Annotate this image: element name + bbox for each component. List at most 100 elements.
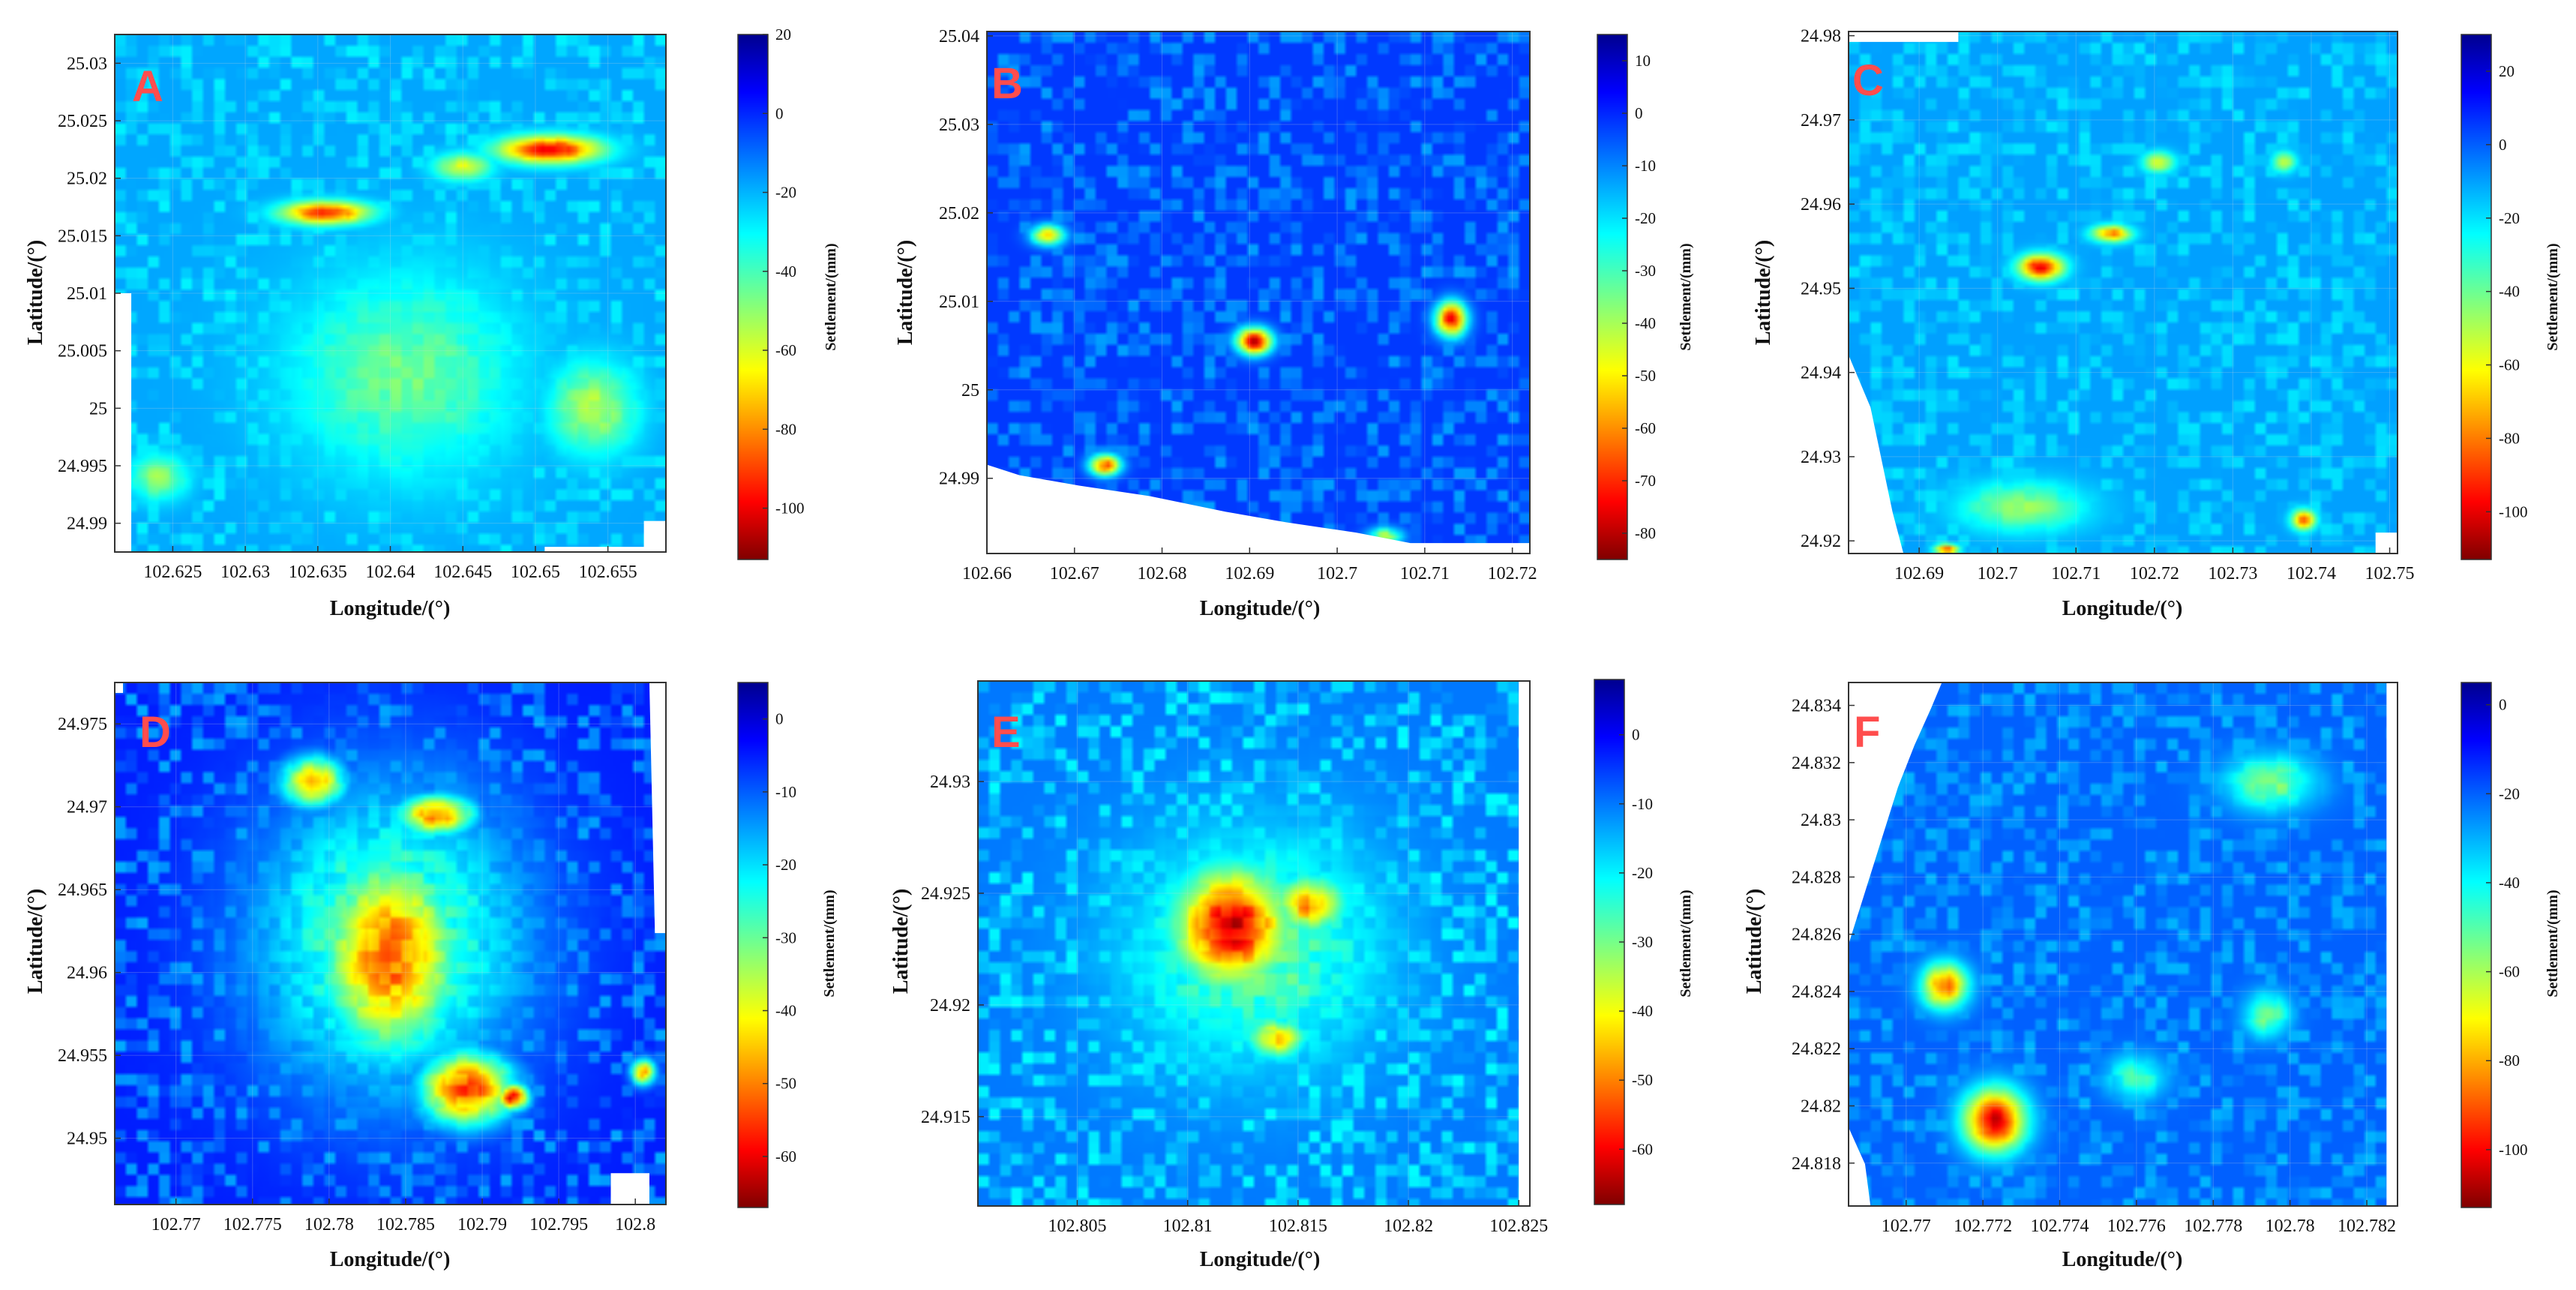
panel-b-y-tick-label: 25.02 xyxy=(939,204,979,224)
panel-c-nodata-mask xyxy=(1849,32,1959,42)
panel-c-plot-frame xyxy=(1848,31,2398,554)
panel-b-colorbar-tick-label: 0 xyxy=(1635,104,1643,122)
panel-f-nodata-mask xyxy=(1849,1127,1871,1206)
panel-d-colorbar-tick-label: -40 xyxy=(775,1002,796,1020)
panel-d-x-label: Longitude/(°) xyxy=(330,1248,451,1271)
panel-e-colorbar-tick-label: -40 xyxy=(1632,1002,1653,1020)
panel-c-x-tick-label: 102.69 xyxy=(1894,564,1944,584)
panel-a-y-tick-label: 25.015 xyxy=(58,226,107,246)
panel-a-x-tick-label: 102.63 xyxy=(220,562,270,582)
panel-a-heatmap-raster xyxy=(115,34,666,552)
panel-d-nodata-mask xyxy=(610,1173,649,1204)
panel-f-x-tick-label: 102.776 xyxy=(2107,1216,2166,1236)
panel-a-y-ticks: 24.99 24.995 25 25.005 25.01 25.015 25.02 25.02… xyxy=(58,54,121,534)
panel-f-y-label: Latitude/(°) xyxy=(1743,889,1766,994)
panel-c-colorbar xyxy=(2461,34,2492,560)
panel-e-colorbar-tick-label: -20 xyxy=(1632,864,1653,882)
panel-c-colorbar-tick-label: -60 xyxy=(2499,356,2520,374)
panel-b-colorbar-tick-label: -30 xyxy=(1635,262,1656,280)
panel-f-nodata-mask xyxy=(2386,682,2398,1206)
panel-e-x-tick-label: 102.82 xyxy=(1384,1216,1433,1236)
panel-a-y-tick-label: 25.01 xyxy=(67,284,107,304)
panel-f-x-tick-label: 102.782 xyxy=(2338,1216,2396,1236)
panel-e-colorbar-tick-label: -60 xyxy=(1632,1140,1653,1158)
panel-f-heatmap xyxy=(1849,682,2398,1206)
panel-c-y-tick-label: 24.94 xyxy=(1801,364,1841,383)
panel-c-colorbar-tick-label: -40 xyxy=(2499,283,2520,301)
panel-c-heatmap-raster xyxy=(1849,32,2398,554)
panel-b-y-tick-label: 25.01 xyxy=(939,292,979,312)
panel-d-colorbar-ticks: 0 -10 -20 -30 -40 -50 -60 xyxy=(763,710,796,1166)
panel-a-nodata-mask xyxy=(115,293,132,552)
panel-e-x-tick-label: 102.805 xyxy=(1048,1216,1106,1236)
panel-a-y-tick-label: 25.03 xyxy=(67,54,107,74)
panel-f-colorbar-tick-label: -40 xyxy=(2499,874,2520,892)
panel-a-y-tick-label: 25.02 xyxy=(67,170,107,189)
panel-b-colorbar xyxy=(1597,34,1628,560)
panel-b-colorbar-tick-label: 10 xyxy=(1635,52,1651,70)
panel-a-heatmap xyxy=(115,34,666,552)
panel-c-colorbar-ticks: 20 0 -20 -40 -60 -80 -100 xyxy=(2486,62,2528,520)
panel-f-y-tick-label: 24.83 xyxy=(1801,811,1841,830)
panel-e-colorbar-tick-label: -50 xyxy=(1632,1071,1653,1089)
panel-b-heatmap-raster xyxy=(987,32,1530,554)
panel-c-x-tick-label: 102.75 xyxy=(2365,564,2415,584)
panel-a-letter: A xyxy=(132,62,163,111)
panel-e-colorbar-tick-label: 0 xyxy=(1632,726,1640,744)
panel-f-colorbar xyxy=(2461,682,2492,1208)
panel-d-y-tick-label: 24.97 xyxy=(67,798,107,818)
panel-c-colorbar-tick-label: -20 xyxy=(2499,209,2520,227)
panel-f: F 102.77 102.772 102.774 102.776 102.778 102.… xyxy=(1743,682,2561,1271)
panel-e-colorbar-tick-label: -10 xyxy=(1632,795,1653,813)
panel-d-y-tick-label: 24.955 xyxy=(58,1046,107,1066)
panel-f-x-tick-label: 102.78 xyxy=(2266,1216,2315,1236)
panel-d-heatmap-raster xyxy=(115,682,666,1204)
panel-a-x-tick-label: 102.64 xyxy=(366,562,415,582)
panel-b-y-tick-label: 25.04 xyxy=(939,27,979,46)
panel-e-y-tick-label: 24.93 xyxy=(930,772,970,792)
panel-a-colorbar-tick-label: 20 xyxy=(775,26,791,44)
panel-c-nodata-mask xyxy=(1849,355,1904,554)
panel-e-y-tick-label: 24.92 xyxy=(930,996,970,1016)
panel-b-x-tick-label: 102.66 xyxy=(962,564,1012,584)
panel-b-y-tick-label: 24.99 xyxy=(939,470,979,489)
panel-d-colorbar-tick-label: -30 xyxy=(775,928,796,946)
panel-e: E 102.805 102.81 102.815 102.82 102.825 24.9… xyxy=(889,679,1694,1271)
panel-d-y-ticks: 24.95 24.955 24.96 24.965 24.97 24.975 xyxy=(58,715,121,1149)
panel-b-colorbar-ticks: 10 0 -10 -20 -30 -40 -50 -60 -70 -80 xyxy=(1622,52,1656,542)
panel-e-heatmap-raster xyxy=(978,681,1530,1206)
panel-f-x-label: Longitude/(°) xyxy=(2062,1248,2183,1271)
panel-f-gridlines xyxy=(1849,682,2398,1206)
panel-f-x-tick-label: 102.778 xyxy=(2184,1216,2242,1236)
panel-b-colorbar-tick-label: -60 xyxy=(1635,419,1656,437)
panel-b-heatmap xyxy=(986,32,1530,554)
panel-d-letter: D xyxy=(139,708,171,757)
panel-d-y-tick-label: 24.96 xyxy=(67,964,107,983)
panel-e-plot-frame xyxy=(977,680,1531,1207)
panel-a-colorbar-tick-label: -100 xyxy=(775,500,805,518)
panel-b-x-tick-label: 102.67 xyxy=(1050,564,1099,584)
panel-f-heatmap-raster xyxy=(1849,682,2398,1206)
panel-d-gridlines xyxy=(115,682,666,1204)
panel-c-colorbar-label: Settlement/(mm) xyxy=(2545,243,2561,350)
panel-d-x-tick-label: 102.785 xyxy=(376,1215,435,1234)
panel-a: A 102.625 102.63 102.635 102.64 102.645 102.6… xyxy=(24,26,839,620)
panel-e-x-tick-label: 102.81 xyxy=(1163,1216,1213,1236)
panel-c-y-label: Latitude/(°) xyxy=(1752,240,1775,345)
panel-b-colorbar-tick-label: -80 xyxy=(1635,524,1656,542)
panel-d-colorbar-tick-label: -20 xyxy=(775,856,796,874)
panel-c-gridlines xyxy=(1849,32,2398,554)
panel-b-colorbar-tick-label: -50 xyxy=(1635,367,1656,385)
panel-e-y-tick-label: 24.915 xyxy=(921,1108,970,1127)
panel-e-x-tick-label: 102.815 xyxy=(1269,1216,1327,1236)
panel-a-y-tick-label: 24.995 xyxy=(58,457,107,476)
panel-d-x-tick-label: 102.8 xyxy=(615,1215,655,1234)
panel-a-colorbar-ticks: 20 0 -20 -40 -60 -80 -100 xyxy=(763,26,805,518)
panel-c-x-tick-label: 102.73 xyxy=(2208,564,2257,584)
panel-d-y-tick-label: 24.975 xyxy=(58,715,107,734)
panel-f-letter: F xyxy=(1854,708,1880,757)
panel-b-y-tick-label: 25 xyxy=(961,381,979,400)
panel-f-y-tick-label: 24.824 xyxy=(1792,982,1841,1002)
panel-c-x-tick-label: 102.71 xyxy=(2051,564,2101,584)
